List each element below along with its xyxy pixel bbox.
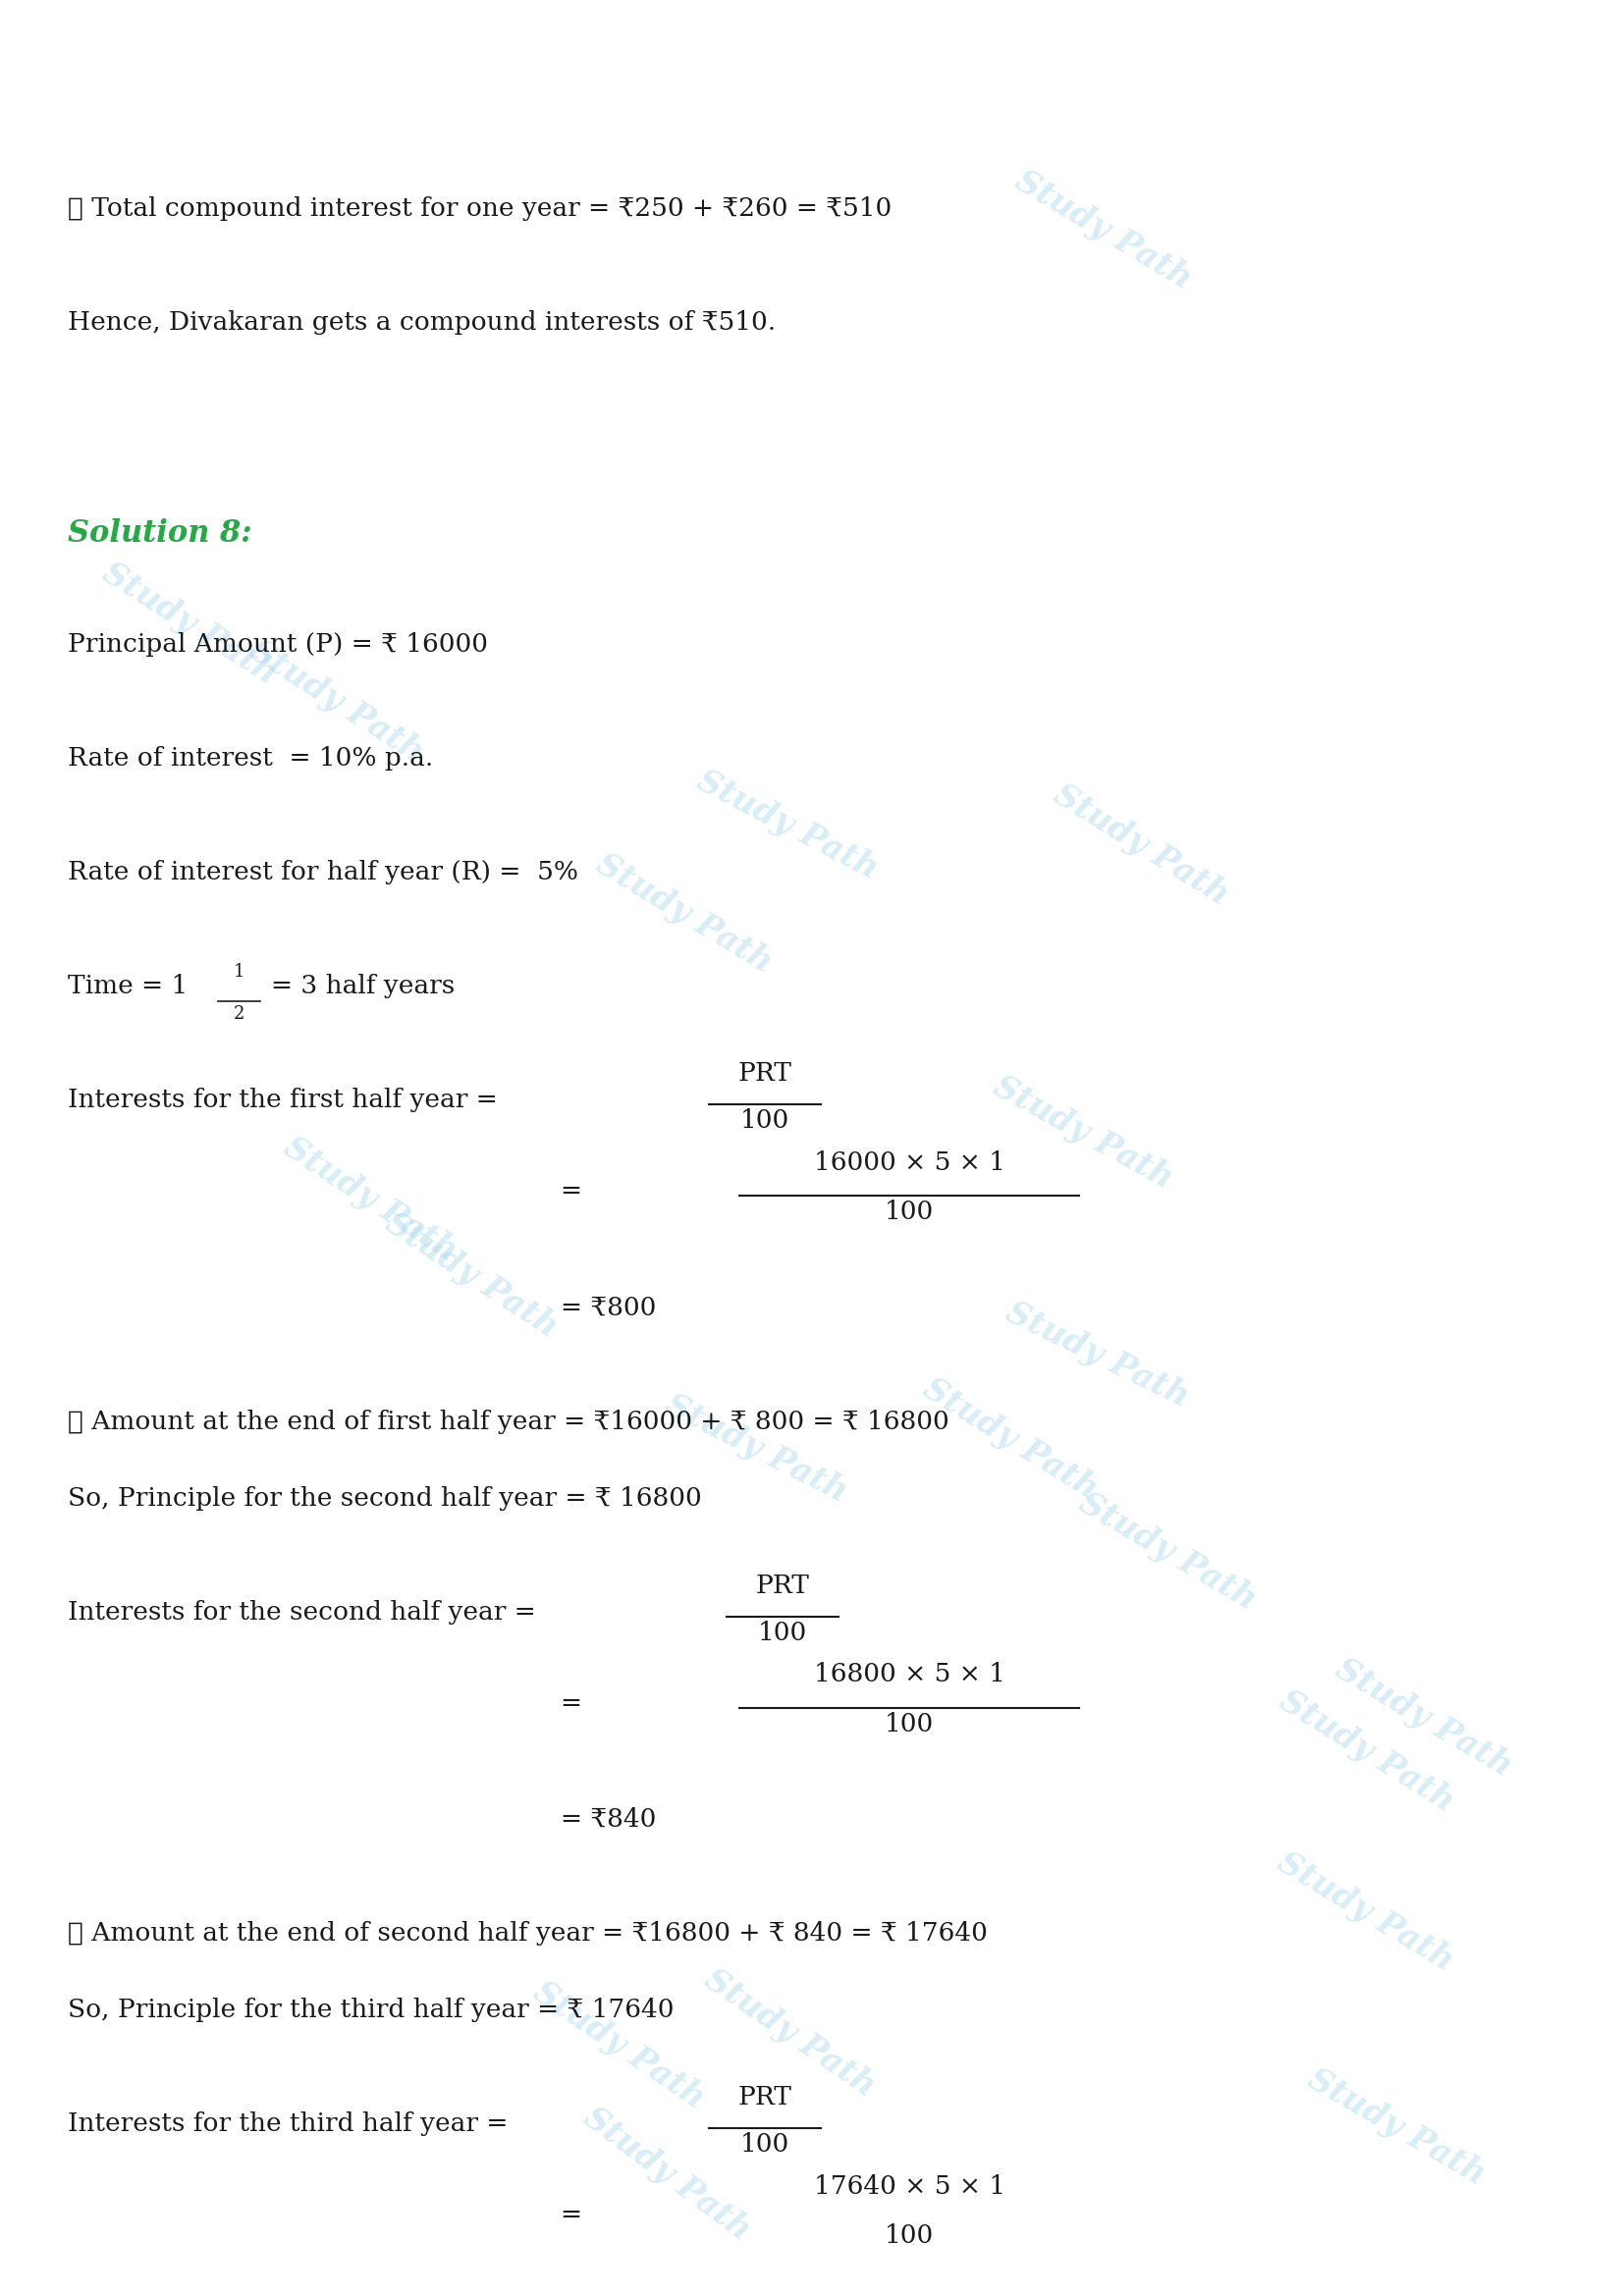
Text: Rate of interest  = 10% p.a.: Rate of interest = 10% p.a.	[68, 746, 434, 771]
Text: Study Path: Study Path	[1302, 2062, 1491, 2190]
Text: = ₹800: = ₹800	[560, 1295, 656, 1320]
Text: =: =	[560, 2204, 581, 2227]
Text: Study Path: Study Path	[1047, 778, 1234, 912]
Text: So, Principle for the second half year = ₹ 16800: So, Principle for the second half year =…	[68, 1486, 702, 1511]
Text: =: =	[560, 1692, 581, 1715]
Text: 100: 100	[757, 1621, 807, 1646]
Text: Interests for the first half year =: Interests for the first half year =	[68, 1088, 507, 1114]
Text: 100: 100	[885, 1201, 934, 1224]
Text: =: =	[560, 1180, 581, 1203]
Text: Study Path: Study Path	[659, 1389, 853, 1508]
Text: PRT: PRT	[755, 1573, 809, 1598]
Text: 16800 × 5 × 1: 16800 × 5 × 1	[814, 1662, 1005, 1688]
Text: Study Path: Study Path	[578, 2101, 757, 2245]
Text: RS Aggarwal Solutions: RS Aggarwal Solutions	[628, 67, 996, 94]
Text: 16000 × 5 × 1: 16000 × 5 × 1	[814, 1150, 1005, 1176]
Text: Study Path: Study Path	[378, 1208, 564, 1343]
Text: Rate of interest for half year (R) =  5%: Rate of interest for half year (R) = 5%	[68, 861, 578, 884]
Text: Study Path: Study Path	[1273, 1685, 1460, 1818]
Text: Study Path: Study Path	[1272, 1846, 1460, 1977]
Text: ∴ Amount at the end of second half year = ₹16800 + ₹ 840 = ₹ 17640: ∴ Amount at the end of second half year …	[68, 1922, 987, 1945]
Text: Study Path: Study Path	[692, 765, 883, 886]
Text: Interests for the third half year =: Interests for the third half year =	[68, 2112, 516, 2135]
Text: Study Path: Study Path	[1000, 1295, 1194, 1412]
Text: ∴ Total compound interest for one year = ₹250 + ₹260 = ₹510: ∴ Total compound interest for one year =…	[68, 197, 892, 220]
Text: ∴ Amount at the end of first half year = ₹16000 + ₹ 800 = ₹ 16800: ∴ Amount at the end of first half year =…	[68, 1410, 950, 1433]
Text: 1: 1	[234, 962, 244, 980]
Text: 100: 100	[885, 2223, 934, 2248]
Text: Study Path: Study Path	[528, 1975, 711, 2115]
Text: Time = 1: Time = 1	[68, 974, 188, 999]
Text: Study Path: Study Path	[987, 1070, 1179, 1196]
Text: 2: 2	[234, 1006, 244, 1022]
Text: Study Path: Study Path	[1010, 165, 1197, 296]
Text: PRT: PRT	[737, 2085, 791, 2110]
Text: Hence, Divakaran gets a compound interests of ₹510.: Hence, Divakaran gets a compound interes…	[68, 310, 776, 335]
Text: 17640 × 5 × 1: 17640 × 5 × 1	[814, 2174, 1005, 2200]
Text: Solution 8:: Solution 8:	[68, 519, 252, 549]
Text: Principal Amount (P) = ₹ 16000: Principal Amount (P) = ₹ 16000	[68, 631, 489, 657]
Text: 100: 100	[741, 1109, 789, 1134]
Text: So, Principle for the third half year = ₹ 17640: So, Principle for the third half year = …	[68, 1998, 674, 2023]
Text: Study Path: Study Path	[916, 1373, 1103, 1506]
Text: Page 6 of 6: Page 6 of 6	[736, 2245, 888, 2268]
Text: 100: 100	[741, 2133, 789, 2156]
Text: Chapter 11: Compound Interests: Chapter 11: Compound Interests	[562, 110, 1062, 138]
Text: PRT: PRT	[737, 1061, 791, 1086]
Text: Class-VIII: Class-VIII	[731, 25, 893, 55]
Text: Study Path: Study Path	[1330, 1653, 1518, 1784]
Text: Study Path: Study Path	[1073, 1488, 1262, 1616]
Text: = ₹840: = ₹840	[560, 1807, 656, 1832]
Text: Study Path: Study Path	[96, 558, 283, 691]
Text: = 3 half years: = 3 half years	[271, 974, 455, 999]
Text: Study Path: Study Path	[244, 634, 429, 769]
Text: 100: 100	[885, 1713, 934, 1736]
Text: Study Path: Study Path	[698, 1963, 880, 2103]
Text: Study Path: Study Path	[278, 1132, 463, 1267]
Text: Interests for the second half year =: Interests for the second half year =	[68, 1600, 544, 1626]
Text: Study Path: Study Path	[590, 847, 778, 980]
